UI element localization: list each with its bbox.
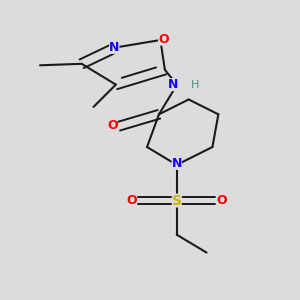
Text: N: N <box>109 41 119 54</box>
Text: N: N <box>168 78 178 91</box>
Text: H: H <box>190 80 199 90</box>
Text: S: S <box>172 194 182 208</box>
Text: N: N <box>172 157 182 170</box>
Text: O: O <box>126 194 137 207</box>
Text: O: O <box>217 194 227 207</box>
Text: O: O <box>158 33 169 46</box>
Text: O: O <box>107 119 118 132</box>
